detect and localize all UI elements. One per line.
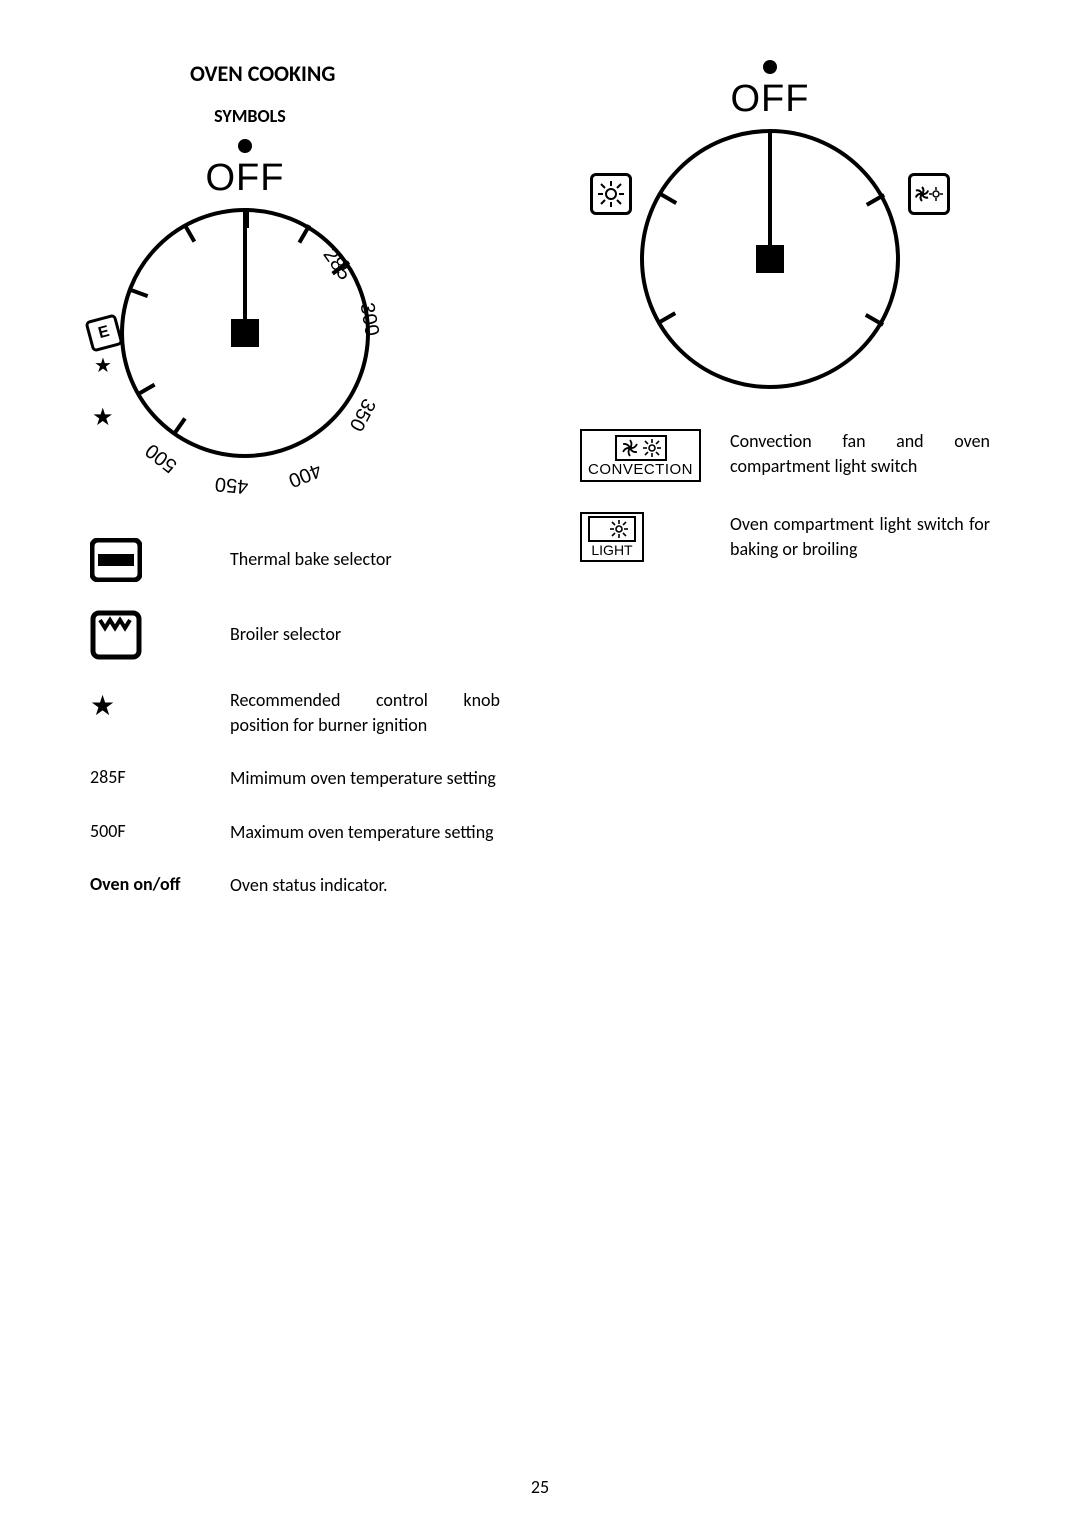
symbol-row: Thermal bake selector <box>90 538 500 582</box>
symbol-definitions: Thermal bake selector Broiler selector ★ <box>90 498 500 898</box>
thermal-bake-icon <box>90 538 210 582</box>
switch-desc: Convection fan and oven compartment ligh… <box>730 429 990 479</box>
switch-desc: Oven compartment light switch for baking… <box>730 512 990 562</box>
right-column: OFF <box>580 60 990 898</box>
switch-row: CONVECTION Convection fan and oven compa… <box>580 429 990 482</box>
fan-sun-box-icon <box>908 173 950 215</box>
page-number: 25 <box>531 1476 549 1498</box>
broiler-icon <box>90 610 210 660</box>
dial-pointer-icon <box>768 133 772 253</box>
dial-center-icon <box>231 319 259 347</box>
max-temp-label: 500F <box>90 820 210 842</box>
indicator-dot-icon <box>238 139 252 153</box>
star-icon: ★ <box>90 688 210 723</box>
symbol-desc: Mimimum oven temperature setting <box>230 766 500 791</box>
two-column-layout: OVEN COOKING SYMBOLS OFF E ★ ★ <box>90 60 990 898</box>
off-label: OFF <box>206 157 285 200</box>
symbol-desc: Recommended control knob position for bu… <box>230 688 500 738</box>
switch-definitions: CONVECTION Convection fan and oven compa… <box>580 429 990 562</box>
off-label: OFF <box>731 78 810 121</box>
dial-number: 450 <box>214 472 249 498</box>
oven-onoff-label: Oven on/off <box>90 873 210 895</box>
mode-dial: OFF <box>580 60 960 389</box>
symbol-row: 500F Maximum oven temperature setting <box>90 820 500 845</box>
light-label: LIGHT <box>591 542 632 558</box>
star-icon: ★ <box>92 406 114 430</box>
symbol-row: 285F Mimimum oven temperature setting <box>90 766 500 791</box>
min-temp-label: 285F <box>90 766 210 788</box>
dial-number: 300 <box>354 301 382 338</box>
light-switch-icon: LIGHT <box>580 512 700 562</box>
left-column: OVEN COOKING SYMBOLS OFF E ★ ★ <box>90 60 500 898</box>
dial-pointer-icon <box>243 212 247 326</box>
page-title: OVEN COOKING <box>190 60 500 87</box>
dial-number: 400 <box>285 458 325 492</box>
switch-row: LIGHT Oven compartment light switch for … <box>580 512 990 562</box>
convection-switch-icon: CONVECTION <box>580 429 700 482</box>
manual-page: OVEN COOKING SYMBOLS OFF E ★ ★ <box>0 0 1080 1528</box>
dial-face: E ★ ★ 285 300 350 <box>120 208 370 458</box>
dial-center-icon <box>756 245 784 273</box>
symbol-desc: Oven status indicator. <box>230 873 500 898</box>
symbol-row: Broiler selector <box>90 610 500 660</box>
symbol-row: Oven on/off Oven status indicator. <box>90 873 500 898</box>
convection-label: CONVECTION <box>588 461 693 478</box>
dial-face <box>640 129 900 389</box>
symbol-desc: Maximum oven temperature setting <box>230 820 500 845</box>
symbol-desc: Thermal bake selector <box>230 547 500 572</box>
e-box-icon: E ★ <box>88 317 120 349</box>
symbols-heading: SYMBOLS <box>110 105 390 127</box>
indicator-dot-icon <box>763 60 777 74</box>
temperature-dial: OFF E ★ ★ <box>90 139 400 458</box>
symbol-row: ★ Recommended control knob position for … <box>90 688 500 738</box>
dial-number: 500 <box>141 438 181 477</box>
sun-box-icon <box>590 173 632 215</box>
symbol-desc: Broiler selector <box>230 622 500 647</box>
